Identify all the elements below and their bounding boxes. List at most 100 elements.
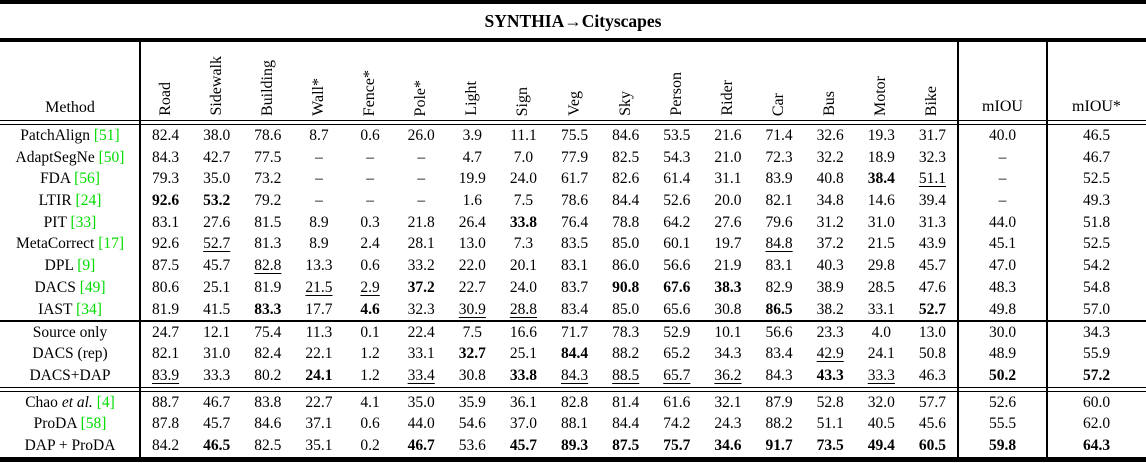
value-cell: 46.5 <box>1082 127 1111 144</box>
citation-link[interactable]: [51] <box>93 127 120 144</box>
value-cell: 22.0 <box>458 257 486 275</box>
value-cell: 48.3 <box>988 278 1017 296</box>
value-cell: 78.8 <box>612 213 640 231</box>
method-name: DPL <box>44 257 74 275</box>
value-cell: 84.8 <box>765 235 793 253</box>
method-cell: DACS+DAP <box>0 365 140 387</box>
value-cell: 52.6 <box>663 192 691 210</box>
value-cell: 84.6 <box>254 415 282 433</box>
value-cell: 4.1 <box>360 393 380 411</box>
value-cell: 46.7 <box>407 437 435 455</box>
citation-link[interactable]: [49] <box>79 278 106 296</box>
method-name: AdaptSegNe <box>15 148 95 166</box>
method-cell: DPL [9] <box>0 255 140 277</box>
citation-link[interactable]: [17] <box>98 235 125 253</box>
value-cell: – <box>315 170 323 188</box>
column-header-method: Method <box>0 42 140 120</box>
value-cell: 79.2 <box>254 192 282 210</box>
value-cell: – <box>417 170 426 188</box>
column-header-miou: mIOU* <box>1047 42 1146 120</box>
value-cell: 35.1 <box>305 437 333 455</box>
value-cell: 11.3 <box>305 323 333 341</box>
column-header-motor: Motor <box>856 42 907 120</box>
citation-link[interactable]: [56] <box>74 170 100 188</box>
citation-link[interactable]: [24] <box>75 192 102 210</box>
value-cell: 52.7 <box>918 300 946 318</box>
value-cell: 61.6 <box>663 393 691 411</box>
method-cell: DAP + ProDA <box>0 435 140 457</box>
value-cell: 21.6 <box>714 127 742 144</box>
method-cell: ProDA [58] <box>0 413 140 435</box>
value-cell: 45.7 <box>203 415 231 433</box>
method-cell: Chao et al. [4] <box>0 392 140 414</box>
value-cell: – <box>315 148 323 166</box>
value-cell: 22.7 <box>305 393 333 411</box>
value-cell: 82.9 <box>765 278 793 296</box>
citation-link[interactable]: [34] <box>76 300 102 318</box>
value-cell: 50.8 <box>918 345 946 363</box>
value-cell: 28.1 <box>407 235 435 253</box>
column-header-label: Bus <box>821 91 839 116</box>
value-cell: 83.4 <box>765 345 793 363</box>
value-cell: 27.6 <box>714 213 742 231</box>
method-name: Chao <box>25 393 58 411</box>
column-header-fence: Fence* <box>345 42 396 120</box>
value-cell: 0.1 <box>360 323 380 341</box>
column-header-sky: Sky <box>600 42 651 120</box>
value-cell: 87.5 <box>152 257 180 275</box>
method-name: PatchAlign <box>20 127 91 144</box>
value-cell: 52.5 <box>1082 235 1111 253</box>
value-cell: 32.3 <box>407 300 435 318</box>
method-name: MetaCorrect <box>15 235 95 253</box>
value-cell: 20.0 <box>714 192 742 210</box>
method-cell: DACS [49] <box>0 277 140 299</box>
value-cell: 38.4 <box>867 170 895 188</box>
value-cell: 43.9 <box>918 235 946 253</box>
citation-link[interactable]: [9] <box>77 257 96 275</box>
value-cell: 88.1 <box>561 415 589 433</box>
column-header-label: Motor <box>872 76 890 116</box>
citation-link[interactable]: [50] <box>98 148 125 166</box>
value-cell: 83.3 <box>254 300 282 318</box>
value-cell: 46.5 <box>203 437 231 455</box>
value-cell: 21.9 <box>714 257 742 275</box>
citation-link[interactable]: [33] <box>70 213 97 231</box>
value-cell: 47.0 <box>988 257 1017 275</box>
value-cell: 34.3 <box>714 345 742 363</box>
value-cell: 37.1 <box>305 415 333 433</box>
value-cell: 33.8 <box>509 367 537 385</box>
value-cell: 19.9 <box>458 170 486 188</box>
value-cell: 49.8 <box>988 300 1017 318</box>
value-cell: 14.6 <box>867 192 895 210</box>
value-cell: 34.6 <box>714 437 742 455</box>
column-header-road: Road <box>140 42 191 120</box>
column-header-label: Sidewalk <box>207 56 225 116</box>
value-cell: 53.6 <box>458 437 486 455</box>
citation-link[interactable]: [58] <box>80 415 107 433</box>
value-cell: 4.7 <box>462 148 482 166</box>
value-cell: 7.5 <box>462 323 482 341</box>
value-cell: 57.0 <box>1082 300 1111 318</box>
value-cell: 84.3 <box>765 367 793 385</box>
method-cell: LTIR [24] <box>0 190 140 212</box>
value-cell: 74.2 <box>663 415 691 433</box>
value-cell: 28.5 <box>867 278 895 296</box>
method-cell: IAST [34] <box>0 299 140 321</box>
value-cell: 53.5 <box>663 127 691 144</box>
column-header-method-label: Method <box>45 99 95 116</box>
column-header-bus: Bus <box>805 42 856 120</box>
value-cell: 81.4 <box>612 393 640 411</box>
value-cell: 32.2 <box>816 148 844 166</box>
value-cell: 0.2 <box>360 437 380 455</box>
value-cell: 89.3 <box>561 437 589 455</box>
column-header-label: Sign <box>514 86 532 116</box>
table-row-ltir: LTIR [24] 92.6 53.2 79.2 – – – 1.6 7.5 78.6 84.4 52… <box>0 190 1146 212</box>
value-cell: 92.6 <box>152 192 180 210</box>
value-cell: 61.4 <box>663 170 691 188</box>
value-cell: 35.0 <box>203 170 231 188</box>
citation-link[interactable]: [4] <box>96 393 115 411</box>
value-cell: 40.8 <box>816 170 844 188</box>
value-cell: 88.2 <box>612 345 640 363</box>
column-header-label: Veg <box>565 91 583 116</box>
